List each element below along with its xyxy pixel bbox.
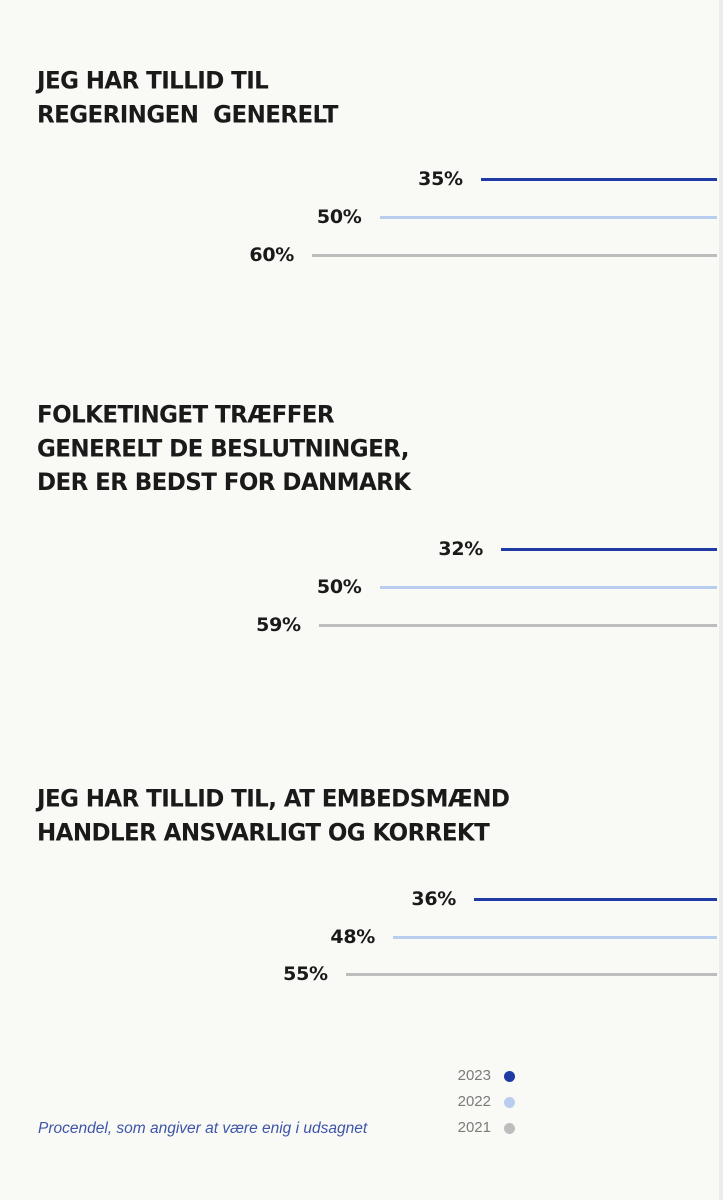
bar-2023	[474, 898, 717, 901]
bar-value-label: 59%	[256, 614, 301, 636]
bar-value-label: 36%	[411, 888, 456, 910]
panel-title-line: HANDLER ANSVARLIGT OG KORREKT	[37, 819, 490, 847]
panel-title: JEG HAR TILLID TIL REGERINGEN GENERELT	[37, 64, 339, 132]
bar-value-label: 50%	[316, 576, 362, 598]
panel-title-line: DER ER BEDST FOR DANMARK	[37, 469, 411, 497]
legend-dot-2021	[504, 1123, 515, 1134]
bar-2021	[318, 624, 717, 627]
bar-2022	[379, 586, 717, 589]
bar-value-label: 32%	[438, 538, 483, 560]
bar-2023	[501, 548, 717, 551]
bar-value-label: 60%	[249, 244, 294, 266]
legend-dot-2023	[504, 1071, 515, 1082]
legend-dot-2022	[504, 1097, 515, 1108]
panel-title-line: REGERINGEN GENERELT	[37, 101, 339, 129]
legend-item-2022: 2022	[395, 1092, 515, 1112]
page-edge	[719, 0, 723, 1200]
legend-year-2022: 2022	[457, 1093, 491, 1110]
panel-title-line: JEG HAR TILLID TIL	[37, 67, 269, 95]
panel-title: FOLKETINGET TRÆFFER GENERELT DE BESLUTNIN…	[37, 398, 411, 500]
legend-item-2021: 2021	[395, 1118, 515, 1138]
bar-value-label: 50%	[316, 206, 362, 228]
footnote: Procendel, som angiver at være enig i ud…	[38, 1120, 368, 1137]
legend-year-2023: 2023	[457, 1067, 491, 1084]
bar-2022	[393, 936, 717, 939]
panel-title-line: JEG HAR TILLID TIL, AT EMBEDSMÆND	[37, 785, 510, 813]
bar-value-label: 55%	[283, 963, 328, 985]
bar-2021	[345, 973, 717, 976]
bar-value-label: 48%	[330, 926, 375, 948]
panel-title: JEG HAR TILLID TIL, AT EMBEDSMÆND HANDLER…	[37, 782, 510, 850]
bar-2023	[480, 178, 717, 181]
bar-2022	[379, 216, 717, 219]
panel-title-line: GENERELT DE BESLUTNINGER,	[37, 435, 409, 463]
bar-value-label: 35%	[418, 168, 463, 190]
legend-item-2023: 2023	[395, 1066, 515, 1086]
bar-2021	[312, 254, 717, 257]
legend-year-2021: 2021	[457, 1119, 491, 1136]
panel-title-line: FOLKETINGET TRÆFFER	[37, 401, 335, 429]
